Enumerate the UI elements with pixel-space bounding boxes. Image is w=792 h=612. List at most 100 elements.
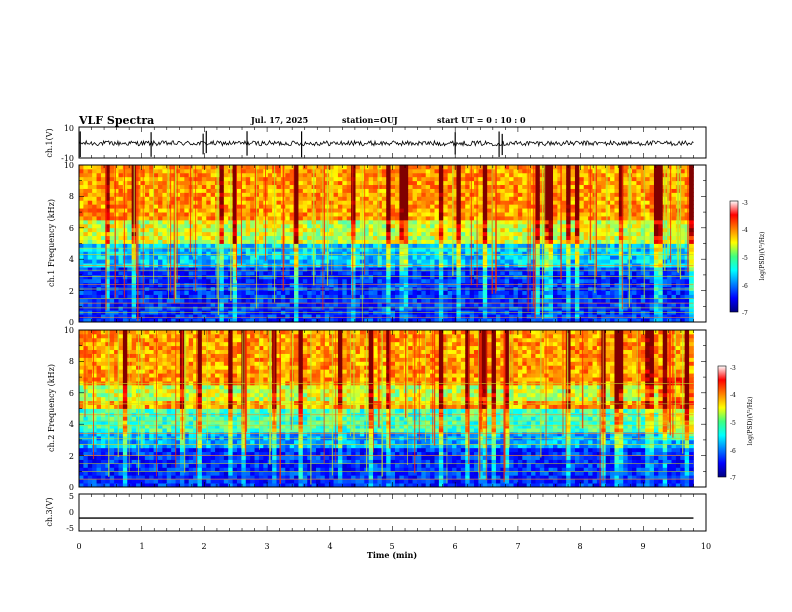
ch1spec-cell <box>456 267 462 272</box>
ch1spec-cell <box>171 208 176 213</box>
ch1spec-cell <box>285 188 291 193</box>
ch1spec-cell <box>201 267 207 272</box>
ch1spec-cell <box>206 212 212 217</box>
ch1spec-cell <box>346 294 352 299</box>
ch1spec-cell <box>298 223 304 229</box>
ch1spec-cell <box>504 200 510 205</box>
ch1spec-cell <box>386 278 392 284</box>
ch1spec-cell <box>114 314 119 319</box>
ch1spec-cell <box>535 208 541 213</box>
ch1spec-cell <box>294 314 299 319</box>
ch1spec-cell <box>250 251 255 256</box>
ch1spec-cell <box>373 172 378 178</box>
ch1spec-cell <box>210 212 216 217</box>
ch1spec-cell <box>285 172 291 178</box>
ch1spec-cell <box>403 223 409 229</box>
ch1spec-cell <box>237 282 242 288</box>
ch1spec-cell <box>294 188 299 193</box>
ch1spec-cell <box>482 188 488 193</box>
ch1spec-cell <box>197 192 203 197</box>
ch1spec-cell <box>434 231 440 237</box>
ch1spec-cell <box>316 239 321 244</box>
ch1spec-cell <box>390 259 396 264</box>
ch1spec-cell <box>355 204 361 209</box>
ch1spec-cell <box>443 212 449 217</box>
ch1spec-cell <box>92 204 97 209</box>
ch1spec-cell <box>430 247 435 252</box>
ch1spec-cell <box>377 176 383 182</box>
ch1spec-cell <box>158 223 163 229</box>
ch1spec-cell <box>149 298 155 303</box>
ch1spec-cell <box>495 204 501 209</box>
ch1spec-cell <box>109 255 115 260</box>
ch1spec-cell <box>219 188 225 193</box>
ch1spec-cell <box>337 243 343 248</box>
ch1spec-cell <box>267 243 273 248</box>
ch1spec-cell <box>193 294 198 299</box>
ch1spec-cell <box>381 235 387 240</box>
ch1spec-cell <box>171 231 176 237</box>
ch1spec-cell <box>474 282 479 288</box>
ch1spec-cell <box>140 318 146 323</box>
ch1spec-cell <box>596 176 602 182</box>
ch1spec-cell <box>223 314 229 319</box>
ch1spec-cell <box>285 278 291 284</box>
ch1spec-cell <box>605 231 611 237</box>
ch1spec-cell <box>223 192 229 197</box>
ch1spec-cell <box>364 267 370 272</box>
ch1spec-cell <box>276 282 282 288</box>
ch1spec-cell <box>434 290 440 295</box>
ch1spec-cell <box>276 267 282 272</box>
ch1spec-cell <box>474 184 479 189</box>
ch1spec-cell <box>87 282 93 288</box>
ch1spec-cell <box>342 235 348 240</box>
ch1spec-cell <box>390 227 396 233</box>
ch1spec-cell <box>175 231 181 237</box>
ch1spec-cell <box>215 306 220 311</box>
ch1spec-cell <box>83 168 89 174</box>
ch1spec-cell <box>469 223 475 229</box>
ch1spec-cell <box>399 255 405 260</box>
ch1spec-cell <box>460 192 466 197</box>
ch1spec-cell <box>373 196 378 201</box>
ch1spec-cell <box>438 200 444 205</box>
ch1spec-cell <box>465 239 471 244</box>
ch1spec-cell <box>474 200 479 205</box>
ch1spec-cell <box>258 306 264 311</box>
ch1spec-cell <box>544 231 550 237</box>
ch1spec-cell <box>381 196 387 201</box>
ch1spec-cell <box>561 247 567 252</box>
ch1spec-cell <box>118 282 124 288</box>
ch1spec-cell <box>408 223 413 229</box>
ch1spec-cell <box>342 282 348 288</box>
ch1spec-cell <box>298 168 304 174</box>
ch1spec-cell <box>610 243 615 248</box>
ch1spec-cell <box>346 192 352 197</box>
ch1spec-cell <box>219 180 225 186</box>
ch1spec-cell <box>109 212 115 217</box>
ch1spec-cell <box>144 227 150 233</box>
ch1spec-cell <box>250 216 255 221</box>
ch1spec-cell <box>465 278 471 284</box>
ch1spec-cell <box>79 223 84 229</box>
ch1spec-cell <box>294 259 299 264</box>
ch1spec-cell <box>105 200 111 205</box>
ch1spec-cell <box>421 282 427 288</box>
ch1spec-cell <box>434 247 440 252</box>
ch1spec-cell <box>478 192 484 197</box>
ch1spec-cell <box>430 267 435 272</box>
ch1spec-cell <box>289 251 295 256</box>
ch1spec-cell <box>517 251 523 256</box>
ch1spec-cell <box>149 314 155 319</box>
ch1spec-cell <box>412 216 418 221</box>
ch1spec-cell <box>219 172 225 178</box>
ch1spec-cell <box>144 314 150 319</box>
ch1spec-cell <box>245 216 251 221</box>
ch1spec-cell <box>337 290 343 295</box>
ch1spec-cell <box>574 196 580 201</box>
ch1spec-cell <box>434 168 440 174</box>
ch1spec-cell <box>557 219 563 225</box>
ch1spec-cell <box>364 302 370 307</box>
ch1spec-cell <box>583 223 589 229</box>
ch1spec-cell <box>241 247 247 252</box>
